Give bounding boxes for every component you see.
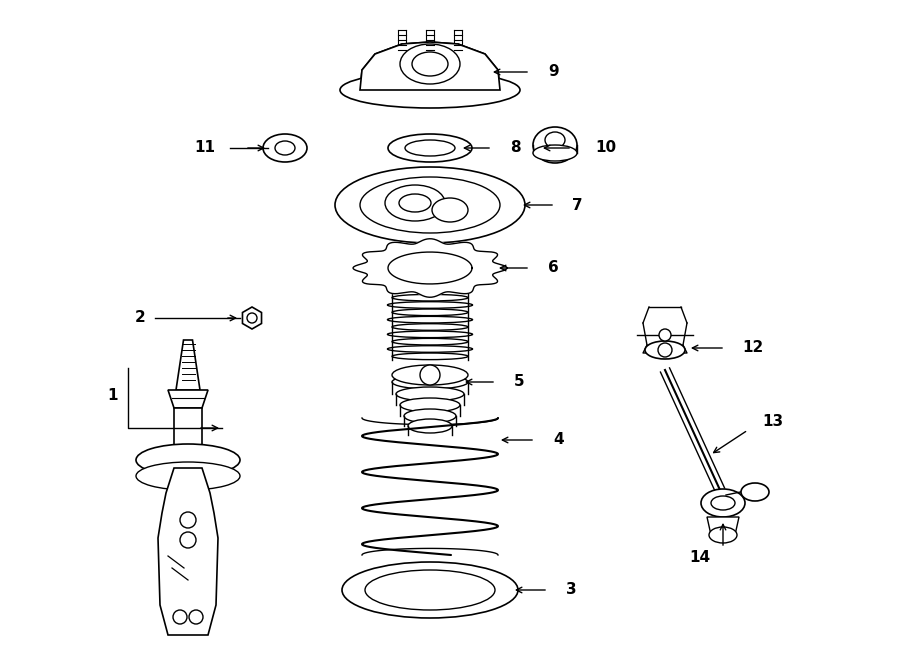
Polygon shape: [176, 340, 200, 390]
Text: 7: 7: [572, 198, 582, 212]
Ellipse shape: [392, 324, 468, 330]
Ellipse shape: [340, 72, 520, 108]
Ellipse shape: [709, 527, 737, 543]
Text: 4: 4: [553, 432, 563, 447]
Ellipse shape: [387, 331, 472, 338]
Ellipse shape: [387, 317, 472, 323]
Polygon shape: [168, 390, 208, 408]
Ellipse shape: [701, 489, 745, 517]
Ellipse shape: [275, 141, 295, 155]
Ellipse shape: [387, 346, 472, 352]
Polygon shape: [158, 468, 218, 635]
Text: 6: 6: [548, 260, 559, 276]
Ellipse shape: [263, 134, 307, 162]
Text: 9: 9: [548, 65, 559, 79]
Ellipse shape: [533, 127, 577, 163]
Circle shape: [247, 313, 257, 323]
Circle shape: [180, 512, 196, 528]
Ellipse shape: [533, 145, 577, 161]
Text: 5: 5: [514, 375, 525, 389]
Ellipse shape: [392, 294, 468, 301]
Circle shape: [173, 610, 187, 624]
Ellipse shape: [136, 444, 240, 476]
Ellipse shape: [365, 570, 495, 610]
Text: 10: 10: [595, 141, 616, 155]
Polygon shape: [707, 517, 739, 535]
Polygon shape: [242, 307, 262, 329]
Ellipse shape: [432, 198, 468, 222]
Circle shape: [658, 343, 672, 357]
Ellipse shape: [335, 167, 525, 243]
Ellipse shape: [405, 140, 455, 156]
Ellipse shape: [392, 353, 468, 360]
Ellipse shape: [545, 132, 565, 148]
Ellipse shape: [412, 52, 448, 76]
Ellipse shape: [342, 562, 518, 618]
Ellipse shape: [392, 375, 468, 389]
Ellipse shape: [360, 177, 500, 233]
Text: 14: 14: [688, 551, 710, 566]
Ellipse shape: [741, 483, 769, 501]
Polygon shape: [174, 408, 202, 468]
Polygon shape: [353, 239, 507, 297]
Circle shape: [189, 610, 203, 624]
Text: 1: 1: [107, 387, 118, 403]
Circle shape: [420, 365, 440, 385]
Ellipse shape: [399, 194, 431, 212]
Text: 11: 11: [194, 141, 215, 155]
Text: 12: 12: [742, 340, 763, 356]
Text: 13: 13: [762, 414, 783, 430]
Ellipse shape: [645, 341, 685, 359]
Polygon shape: [388, 252, 472, 284]
Circle shape: [180, 532, 196, 548]
Text: 2: 2: [134, 311, 145, 325]
Ellipse shape: [392, 309, 468, 316]
Ellipse shape: [404, 409, 456, 423]
Ellipse shape: [392, 365, 468, 385]
Ellipse shape: [388, 134, 472, 162]
Ellipse shape: [387, 301, 472, 308]
Ellipse shape: [400, 398, 460, 412]
Ellipse shape: [396, 387, 464, 401]
Ellipse shape: [711, 496, 735, 510]
Ellipse shape: [136, 462, 240, 490]
Ellipse shape: [385, 185, 445, 221]
Text: 3: 3: [566, 582, 577, 598]
Ellipse shape: [408, 419, 452, 433]
Circle shape: [659, 329, 671, 341]
Ellipse shape: [400, 44, 460, 84]
Ellipse shape: [392, 338, 468, 345]
Text: 8: 8: [510, 141, 520, 155]
Polygon shape: [360, 42, 500, 90]
